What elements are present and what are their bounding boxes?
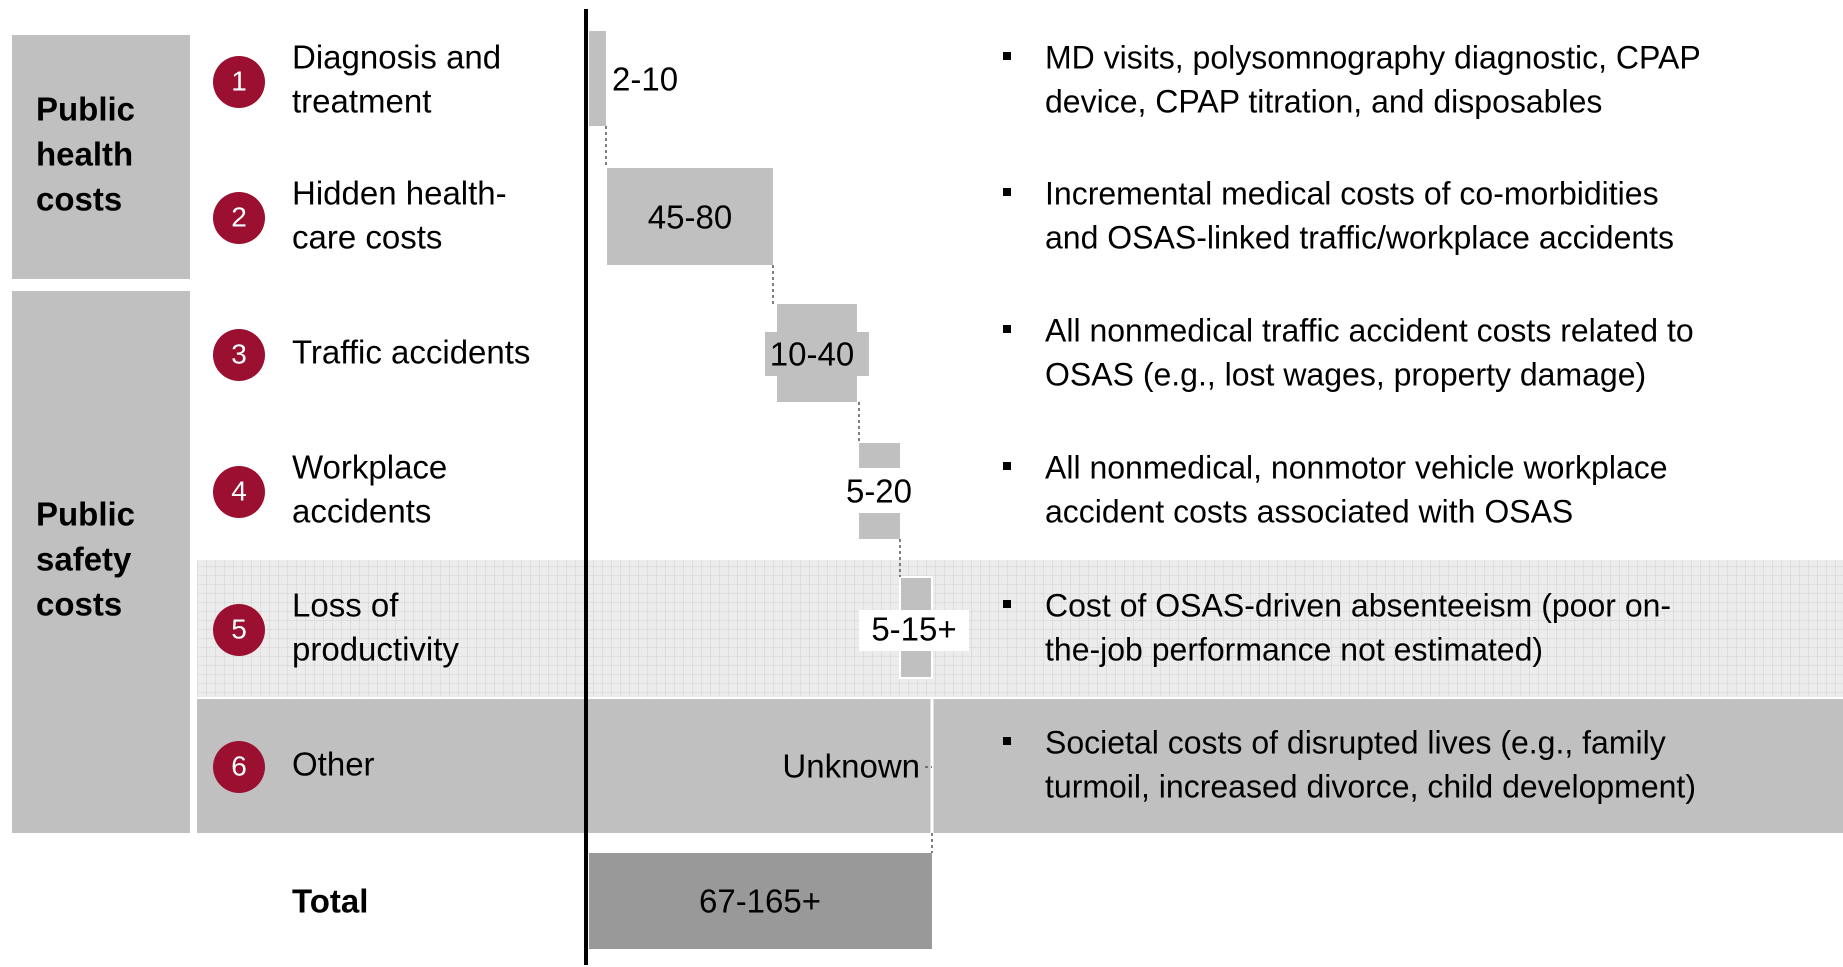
number-badge [213, 56, 265, 108]
bullet [1003, 188, 1011, 196]
row-label: care costs [292, 219, 442, 256]
row-band [197, 560, 1843, 697]
bar [765, 332, 869, 376]
row-description: Cost of OSAS-driven absenteeism (poor on… [1045, 587, 1671, 623]
row-number: 2 [231, 201, 247, 232]
row-value: 5-20 [846, 473, 912, 510]
row-value: 2-10 [612, 61, 678, 98]
number-badge [213, 329, 265, 381]
row-description: Incremental medical costs of co-morbidit… [1045, 175, 1659, 211]
label-box [859, 610, 969, 651]
row-number: 6 [231, 750, 247, 781]
bullet [1003, 737, 1011, 745]
row-description: and OSAS-linked traffic/workplace accide… [1045, 219, 1674, 255]
number-badge [213, 604, 265, 656]
row-description: the-job performance not estimated) [1045, 631, 1543, 667]
row-number: 5 [231, 613, 247, 644]
row-number: 3 [231, 338, 247, 369]
row-label: Hidden health- [292, 175, 507, 212]
row-label: Other [292, 746, 375, 783]
total-value: 67-165+ [699, 883, 821, 920]
row-label: Loss of [292, 587, 399, 624]
total-bar [589, 853, 932, 949]
row-label: accidents [292, 493, 431, 530]
bullet [1003, 325, 1011, 333]
row-description: Societal costs of disrupted lives (e.g.,… [1045, 724, 1666, 760]
row-label: treatment [292, 83, 431, 120]
row-value: 5-15+ [871, 611, 956, 648]
row-number: 1 [231, 65, 247, 96]
row-value: 45-80 [648, 199, 732, 236]
row-description: All nonmedical, nonmotor vehicle workpla… [1045, 449, 1668, 485]
group-label: safety [36, 541, 132, 578]
number-badge [213, 741, 265, 793]
row-label: Workplace [292, 449, 447, 486]
row-description: MD visits, polysomnography diagnostic, C… [1045, 39, 1701, 75]
row-band [197, 699, 1843, 833]
row-description: accident costs associated with OSAS [1045, 493, 1573, 529]
bullet [1003, 600, 1011, 608]
total-label: Total [292, 883, 368, 920]
group-box [12, 35, 190, 279]
row-description: All nonmedical traffic accident costs re… [1045, 312, 1694, 348]
row-value: 10-40 [770, 336, 854, 373]
group-label: Public [36, 496, 135, 533]
number-badge [213, 466, 265, 518]
group-label: costs [36, 586, 122, 623]
row-label: Diagnosis and [292, 39, 501, 76]
row-label: productivity [292, 631, 459, 668]
bar [589, 31, 606, 126]
number-badge [213, 192, 265, 244]
row-value: Unknown [782, 748, 920, 785]
row-description: device, CPAP titration, and disposables [1045, 83, 1602, 119]
group-label: health [36, 136, 133, 173]
bar [859, 443, 900, 468]
bullet [1003, 52, 1011, 60]
bullet [1003, 462, 1011, 470]
group-label: costs [36, 181, 122, 218]
bar [859, 513, 900, 539]
row-number: 4 [231, 475, 247, 506]
row-description: turmoil, increased divorce, child develo… [1045, 768, 1696, 804]
row-label: Traffic accidents [292, 334, 530, 371]
group-label: Public [36, 91, 135, 128]
group-box [12, 291, 190, 833]
bar [607, 168, 773, 265]
row-description: OSAS (e.g., lost wages, property damage) [1045, 356, 1646, 392]
